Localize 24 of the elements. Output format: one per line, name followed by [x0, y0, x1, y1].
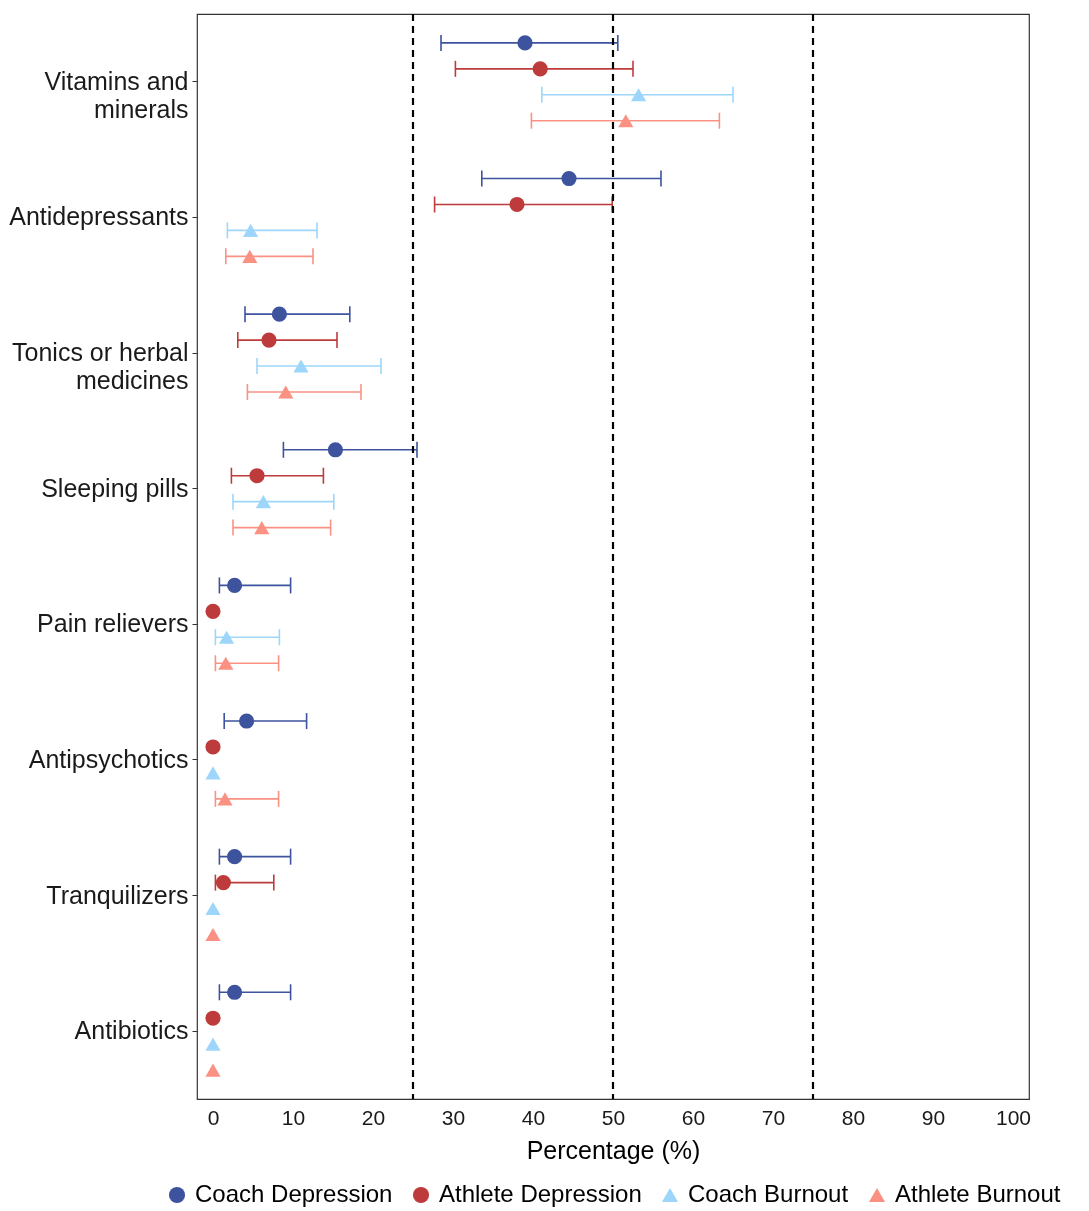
legend-label: Coach Burnout [688, 1180, 849, 1207]
y-tick-label: Antidepressants [9, 202, 189, 231]
y-tick-label: Tranquilizers [46, 880, 189, 909]
y-tick-label: Antibiotics [74, 1016, 189, 1045]
x-tick-label: 80 [841, 1105, 866, 1129]
y-tick-label: Sleeping pills [41, 473, 189, 502]
x-tick-label: 30 [441, 1105, 466, 1129]
x-tick-label: 60 [681, 1105, 706, 1129]
x-tick-label: 50 [601, 1105, 626, 1129]
x-tick-label: 90 [921, 1105, 946, 1129]
y-tick-label: Vitamins and minerals [44, 66, 189, 123]
x-tick-label: 40 [521, 1105, 546, 1129]
y-tick-label: Tonics or herbal medicines [12, 338, 189, 395]
x-tick-label: 20 [361, 1105, 386, 1129]
x-tick-label: 70 [761, 1105, 786, 1129]
legend-label: Athlete Depression [439, 1180, 642, 1207]
x-tick-label: 0 [207, 1105, 220, 1129]
y-tick-label: Pain relievers [37, 609, 189, 638]
y-tick-label: Antipsychotics [28, 744, 189, 773]
x-tick-label: 100 [995, 1105, 1032, 1129]
x-axis-title: Percentage (%) [526, 1135, 701, 1164]
legend-label: Athlete Burnout [895, 1180, 1061, 1207]
x-tick-label: 10 [281, 1105, 306, 1129]
legend-label: Coach Depression [195, 1180, 393, 1207]
